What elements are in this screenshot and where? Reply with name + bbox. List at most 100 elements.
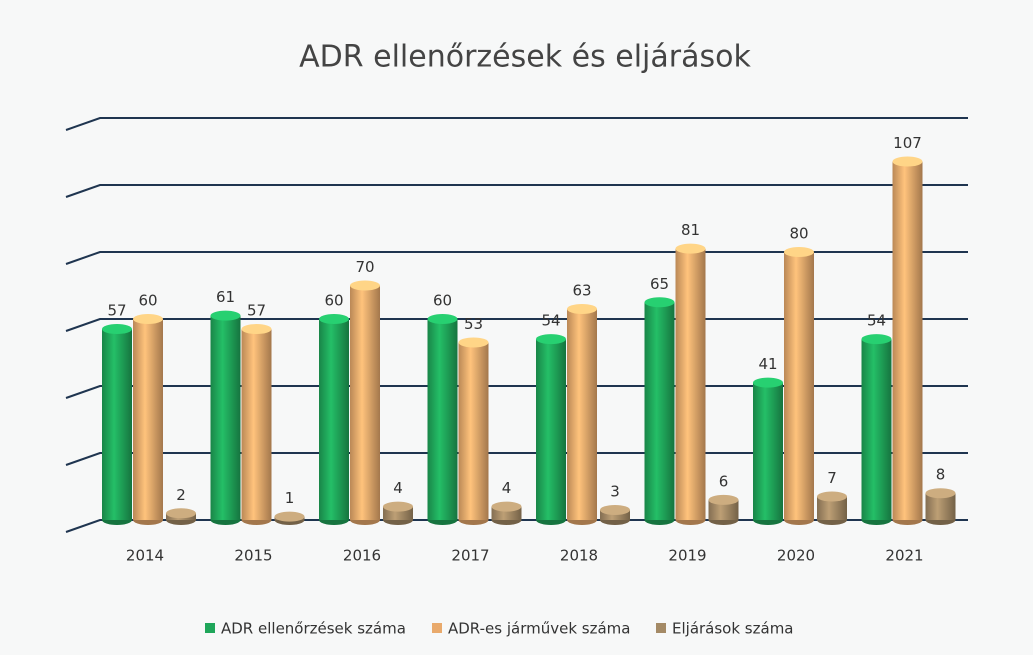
data-label: 57 <box>247 302 266 320</box>
cylinder-part <box>892 156 923 167</box>
cylinder <box>427 314 458 525</box>
data-label: 41 <box>758 355 777 373</box>
cylinder-part <box>133 319 163 520</box>
cylinder <box>861 334 892 525</box>
data-label: 81 <box>681 221 700 239</box>
data-label: 2 <box>176 486 186 504</box>
cylinder <box>166 508 196 525</box>
cylinder <box>784 247 814 525</box>
cylinder-part <box>350 280 380 291</box>
data-label: 8 <box>936 466 946 484</box>
legend-label: ADR ellenőrzések száma <box>221 620 406 638</box>
cylinder <box>753 377 783 525</box>
grid-line <box>65 117 968 131</box>
cylinder-part <box>133 314 163 324</box>
x-tick-label: 2014 <box>126 547 164 565</box>
cylinder <box>319 314 349 525</box>
cylinder-part <box>536 334 566 345</box>
cylinder-part <box>536 339 566 520</box>
cylinder-part <box>784 247 814 257</box>
cylinder <box>567 303 597 525</box>
cylinder <box>708 494 739 525</box>
data-label: 4 <box>393 479 403 497</box>
data-label: 63 <box>572 281 591 299</box>
data-label: 70 <box>355 258 374 276</box>
data-label: 57 <box>107 302 126 320</box>
cylinder-part <box>861 339 892 520</box>
cylinder-part <box>753 382 783 520</box>
cylinder-part <box>675 243 706 254</box>
cylinder-part <box>491 501 522 512</box>
cylinder-part <box>784 252 814 520</box>
chart-title: ADR ellenőrzések és eljárások <box>299 40 751 75</box>
cylinder-part <box>567 303 597 314</box>
cylinder-part <box>600 509 630 520</box>
cylinder-part <box>644 302 675 520</box>
cylinder-part <box>861 334 892 345</box>
cylinder-part <box>925 488 956 499</box>
cylinder <box>491 501 522 525</box>
cylinder-part <box>427 314 458 324</box>
data-label: 53 <box>464 315 483 333</box>
cylinder <box>102 324 132 525</box>
cylinder <box>600 504 630 525</box>
data-label: 54 <box>867 312 886 330</box>
data-label: 60 <box>138 292 157 310</box>
data-label: 60 <box>324 292 343 310</box>
x-tick-label: 2017 <box>451 547 489 565</box>
data-label: 3 <box>610 482 620 500</box>
cylinder <box>350 280 380 525</box>
cylinder-part <box>241 329 272 520</box>
x-tick-label: 2020 <box>777 547 815 565</box>
cylinder-part <box>383 501 413 512</box>
cylinder-part <box>817 496 847 520</box>
cylinder <box>458 337 489 525</box>
cylinder-part <box>210 310 241 321</box>
data-label: 65 <box>650 275 669 293</box>
cylinder <box>274 511 305 525</box>
data-label: 6 <box>719 472 729 490</box>
data-label: 61 <box>216 288 235 306</box>
cylinder-part <box>708 494 739 505</box>
cylinder-part <box>600 504 630 515</box>
cylinder <box>892 156 923 525</box>
cylinder <box>210 310 241 525</box>
cylinder-part <box>892 161 923 521</box>
legend-label: ADR-es járművek száma <box>448 620 630 638</box>
data-label: 107 <box>893 134 922 152</box>
cylinder-part <box>753 377 783 388</box>
cylinder <box>383 501 413 525</box>
cylinder-part <box>458 337 489 348</box>
cylinder <box>675 243 706 525</box>
data-label: 54 <box>541 312 560 330</box>
cylinder <box>925 488 956 525</box>
cylinder-part <box>319 319 349 520</box>
cylinder <box>817 491 847 525</box>
cylinder-part <box>274 511 305 522</box>
data-label: 4 <box>502 479 512 497</box>
data-label: 80 <box>789 225 808 243</box>
cylinder-part <box>567 308 597 520</box>
data-label: 1 <box>285 489 295 507</box>
cylinder-part <box>644 297 675 308</box>
x-tick-label: 2016 <box>343 547 381 565</box>
legend-label: Eljárások száma <box>672 620 794 638</box>
cylinder <box>133 314 163 525</box>
cylinder <box>644 297 675 525</box>
x-tick-label: 2021 <box>885 547 923 565</box>
cylinder-part <box>350 285 380 520</box>
legend-swatch <box>656 623 666 633</box>
x-tick-label: 2018 <box>560 547 598 565</box>
cylinder <box>241 324 272 525</box>
grid-line <box>65 184 968 198</box>
legend-swatch <box>205 623 215 633</box>
cylinder-part <box>427 319 458 520</box>
cylinder-part <box>102 324 132 335</box>
cylinder-part <box>210 315 241 520</box>
data-label: 7 <box>827 469 837 487</box>
cylinder-part <box>817 491 847 502</box>
data-label: 60 <box>433 292 452 310</box>
cylinder-part <box>708 499 739 520</box>
legend-swatch <box>432 623 442 633</box>
